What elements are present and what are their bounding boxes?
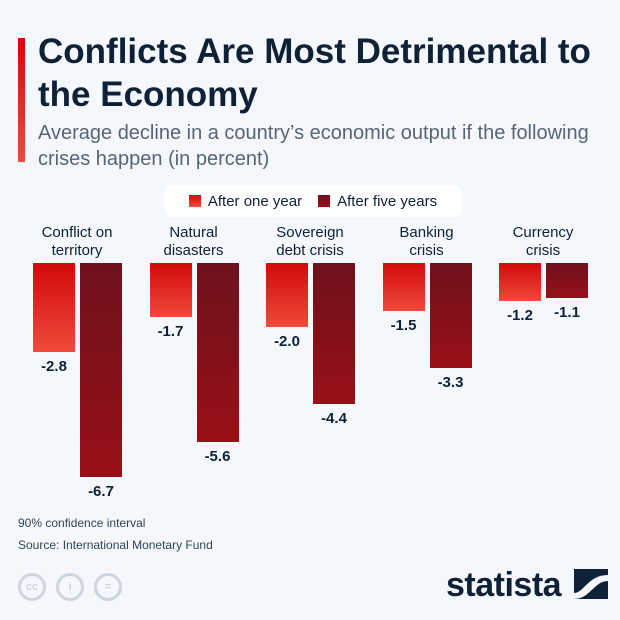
data-label: -4.4 <box>321 409 347 427</box>
legend-item-one-year: After one year <box>188 192 303 210</box>
source: Source: International Monetary Fund <box>18 538 213 552</box>
bar-five-years <box>429 263 472 369</box>
legend-item-five-years: After five years <box>318 193 437 210</box>
bar-one-year <box>149 263 192 318</box>
title-accent-bar <box>18 38 25 162</box>
category-label-line: Banking <box>399 224 454 241</box>
brand-text: statista <box>446 566 562 604</box>
legend-swatch-five-years <box>318 195 331 207</box>
legend-label: After five years <box>337 192 438 210</box>
category-label: Conflict on territory <box>22 224 132 260</box>
attribution-icon[interactable]: i <box>56 573 84 601</box>
bar-one-year <box>266 263 308 327</box>
legend: After one year After five years <box>164 185 462 217</box>
category-label-line: Conflict on <box>41 224 113 241</box>
category-label-line: Natural <box>169 224 218 241</box>
bar-five-years <box>313 263 355 404</box>
category-label-line: crisis <box>525 242 561 259</box>
bar-five-years <box>196 263 239 442</box>
bar-one-year <box>499 263 541 302</box>
data-label: -6.7 <box>88 483 114 500</box>
bar-five-years <box>546 263 588 299</box>
statista-logo-icon <box>574 569 609 599</box>
category-label: Currency crisis <box>488 224 598 260</box>
data-label: -1.5 <box>390 316 417 334</box>
cc-icon[interactable]: cc <box>18 573 46 601</box>
data-label: -3.3 <box>437 374 464 392</box>
bar-five-years <box>80 263 122 477</box>
chart-subtitle: Average decline in a country’s economic … <box>38 122 589 170</box>
legend-swatch-one-year <box>188 195 201 207</box>
category-label: Banking crisis <box>372 224 482 260</box>
data-label: -1.7 <box>157 323 184 341</box>
category-label-line: Currency <box>512 224 574 241</box>
category-label-line: crisis <box>409 242 444 259</box>
data-label: -2.8 <box>41 358 67 376</box>
category-label-line: Sovereign <box>276 224 344 241</box>
bar-one-year <box>33 263 75 353</box>
bar-one-year <box>382 263 425 311</box>
category-label-line: debt crisis <box>276 242 344 259</box>
statista-logo[interactable]: statista <box>446 566 609 605</box>
data-label: -2.0 <box>274 332 300 350</box>
footnote: 90% confidence interval <box>18 516 146 530</box>
category-label-line: territory <box>51 242 103 259</box>
data-label: -1.2 <box>507 307 533 325</box>
legend-label: After one year <box>207 192 303 210</box>
category-label: Sovereign debt crisis <box>255 224 365 260</box>
category-label: Natural disasters <box>139 224 249 260</box>
data-label: -5.6 <box>204 447 231 465</box>
chart-title: Conflicts Are Most Detrimental to the Ec… <box>38 32 591 114</box>
no-derivatives-icon[interactable]: = <box>94 573 122 601</box>
category-label-line: disasters <box>163 242 224 259</box>
data-label: -1.1 <box>554 304 580 322</box>
